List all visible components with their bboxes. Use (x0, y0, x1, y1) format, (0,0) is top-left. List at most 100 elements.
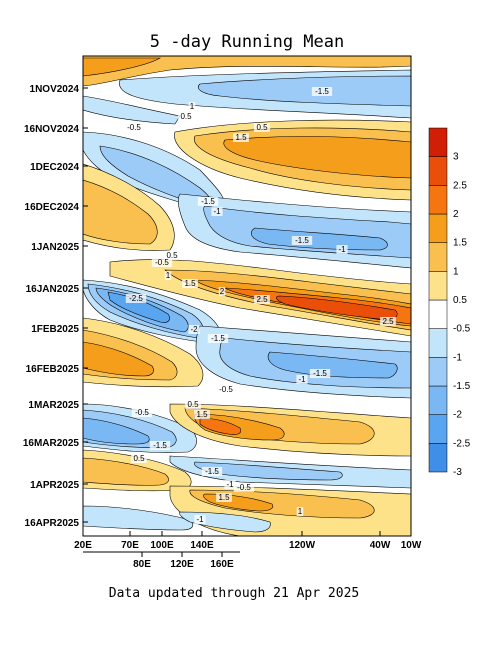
svg-text:1.5: 1.5 (218, 493, 230, 502)
colorbar-label: 2 (453, 209, 459, 220)
contour-labels: -1.510.5-0.5 0.51.5-1.5-1-1.5-10.5-0.511.… (123, 87, 396, 524)
cold-core (83, 417, 150, 445)
contour-label: -1 (224, 480, 236, 489)
contour-label: -2 (188, 325, 200, 334)
y-tick-label: 1MAR2025 (28, 400, 79, 411)
contour-label: -1.5 (309, 369, 331, 378)
contour-label: 1.5 (182, 279, 198, 288)
y-tick-label: 16FEB2025 (26, 364, 80, 375)
y-tick-label: 1JAN2025 (31, 242, 79, 253)
svg-text:1.5: 1.5 (184, 279, 196, 288)
x-tick-label: 120W (289, 540, 316, 551)
svg-text:-1: -1 (213, 207, 221, 216)
colorbar-label: 2.5 (453, 180, 467, 191)
svg-text:-2: -2 (190, 325, 198, 334)
contour-label: 2.5 (380, 317, 396, 326)
cold-core (197, 75, 411, 107)
colorbar-swatch (428, 213, 448, 243)
svg-text:-1: -1 (226, 480, 234, 489)
y-tick-label: 1FEB2025 (31, 324, 79, 335)
contour-label: 1.5 (194, 410, 210, 419)
x-tick-label: 140E (190, 540, 214, 551)
y-tick-label: 16NOV2024 (24, 124, 79, 135)
contour-label: -1.5 (201, 467, 223, 476)
svg-text:2: 2 (220, 287, 225, 296)
y-tick-label: 16DEC2024 (25, 202, 80, 213)
y-axis: 1NOV2024 16NOV2024 1DEC2024 16DEC2024 1JAN20… (23, 84, 88, 529)
colorbar-label: -2.5 (453, 438, 471, 449)
colorbar-label: 1.5 (453, 238, 467, 249)
contour-label: 0.5 (178, 112, 194, 121)
svg-text:-1.5: -1.5 (153, 441, 167, 450)
colorbar-swatch (428, 242, 448, 272)
contour-label: 2 (218, 287, 226, 296)
svg-text:-1.5: -1.5 (211, 334, 225, 343)
contour-label: -1 (336, 245, 348, 254)
warm-band (83, 457, 169, 486)
chart-title: 5 -day Running Mean (150, 32, 344, 52)
colorbar-swatch (428, 156, 448, 186)
contour-label: -1.5 (197, 197, 219, 206)
x-tick-label: 100E (150, 540, 174, 551)
colorbar-swatch (428, 385, 448, 415)
cold-core (267, 351, 398, 379)
y-tick-label: 1APR2025 (30, 480, 79, 491)
contour-label: -1 (194, 515, 206, 524)
colorbar-swatch (428, 299, 448, 329)
svg-text:-1.5: -1.5 (295, 236, 309, 245)
x-tick-label: 20E (74, 540, 92, 551)
svg-text:0.5: 0.5 (180, 112, 192, 121)
contour-label: -0.5 (131, 408, 153, 417)
contour-label: 1 (164, 271, 172, 280)
colorbar-label: -1 (453, 352, 462, 363)
contour-label: 0.5 (185, 400, 201, 409)
contour-label: 0.5 (254, 123, 270, 132)
warm-core (83, 57, 162, 77)
warm-band (83, 179, 158, 245)
svg-text:-1.5: -1.5 (205, 467, 219, 476)
x-axis: 20E 70E 100E 140E 120W 40W 10W 80E 120E 160E (74, 531, 422, 570)
colorbar-swatch (428, 328, 448, 358)
y-tick-label: 1NOV2024 (30, 84, 80, 95)
colorbar-label: 3 (453, 152, 459, 163)
contour-label: -1.5 (207, 334, 229, 343)
warm-core (83, 341, 154, 377)
colorbar-swatch (428, 357, 448, 387)
colorbar: 3 2.5 2 1.5 1 0.5 -0.5 -1 -1.5 -2 -2.5 -3 (428, 127, 471, 478)
svg-text:-1: -1 (298, 375, 306, 384)
colorbar-swatch (428, 271, 448, 301)
svg-text:-1: -1 (338, 245, 346, 254)
contour-label: -1 (211, 207, 223, 216)
colorbar-label: -3 (453, 467, 462, 478)
contour-label: 0.5 (131, 454, 147, 463)
svg-text:1: 1 (298, 507, 303, 516)
y-tick-label: 16JAN2025 (26, 284, 80, 295)
contour-label: 0.5 (164, 251, 180, 260)
contour-label: -1.5 (311, 87, 333, 96)
contour-label: -0.5 (151, 258, 173, 267)
svg-text:-2.5: -2.5 (129, 294, 143, 303)
contour-label: 1.5 (233, 133, 249, 142)
colorbar-label: 1 (453, 266, 459, 277)
warm-core (223, 136, 411, 179)
cold-core (250, 227, 388, 251)
colorbar-swatch (428, 127, 448, 157)
contour-label: 1 (296, 507, 304, 516)
svg-text:1: 1 (190, 102, 195, 111)
x-tick-label: 160E (210, 559, 234, 570)
colorbar-label: -1.5 (453, 381, 471, 392)
svg-text:-0.5: -0.5 (155, 258, 169, 267)
svg-text:-1.5: -1.5 (313, 369, 327, 378)
y-tick-label: 16MAR2025 (23, 438, 80, 449)
svg-text:0.5: 0.5 (187, 400, 199, 409)
svg-text:-1: -1 (196, 515, 204, 524)
svg-text:1.5: 1.5 (196, 410, 208, 419)
cold-band (83, 95, 181, 125)
svg-text:1: 1 (166, 271, 171, 280)
contour-label: -1.5 (149, 441, 171, 450)
colorbar-swatch (428, 185, 448, 215)
y-tick-label: 16APR2025 (25, 518, 80, 529)
x-tick-label: 10W (401, 540, 422, 551)
contour-label: -2.5 (125, 294, 147, 303)
svg-text:-0.5: -0.5 (135, 408, 149, 417)
